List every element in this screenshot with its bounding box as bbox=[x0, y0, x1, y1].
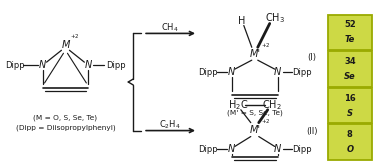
Text: 52: 52 bbox=[344, 20, 356, 29]
Bar bbox=[328, 124, 372, 160]
Text: (II): (II) bbox=[306, 127, 317, 136]
Bar bbox=[328, 88, 372, 123]
Text: $^{+2}$: $^{+2}$ bbox=[261, 43, 270, 52]
Text: CH$_2$: CH$_2$ bbox=[262, 98, 282, 112]
Text: S: S bbox=[347, 109, 353, 118]
Text: CH$_3$: CH$_3$ bbox=[265, 12, 285, 25]
Text: Dipp: Dipp bbox=[292, 145, 311, 154]
Text: (M = O, S, Se, Te): (M = O, S, Se, Te) bbox=[33, 114, 98, 121]
Text: (I): (I) bbox=[307, 53, 316, 62]
Text: (Dipp = Diisopropylphenyl): (Dipp = Diisopropylphenyl) bbox=[15, 124, 115, 131]
Text: N: N bbox=[274, 67, 281, 77]
Text: Se: Se bbox=[344, 72, 356, 81]
Text: H$_2$C: H$_2$C bbox=[228, 98, 248, 112]
Text: 8: 8 bbox=[347, 130, 353, 139]
Text: 34: 34 bbox=[344, 57, 356, 66]
Text: CH$_4$: CH$_4$ bbox=[161, 21, 179, 34]
Bar bbox=[328, 15, 372, 50]
Text: Dipp: Dipp bbox=[107, 61, 126, 70]
Text: $^{+2}$: $^{+2}$ bbox=[261, 118, 270, 127]
Text: M': M' bbox=[249, 49, 260, 59]
Text: O: O bbox=[346, 145, 353, 154]
Text: N: N bbox=[274, 144, 281, 154]
Text: $^{+2}$: $^{+2}$ bbox=[70, 34, 79, 43]
Text: H: H bbox=[238, 16, 245, 26]
Text: N: N bbox=[85, 60, 92, 70]
Text: Dipp: Dipp bbox=[5, 61, 25, 70]
Text: N: N bbox=[228, 67, 235, 77]
Text: C$_2$H$_4$: C$_2$H$_4$ bbox=[159, 118, 181, 131]
Text: Dipp: Dipp bbox=[198, 68, 218, 77]
Text: 16: 16 bbox=[344, 94, 356, 102]
Text: M: M bbox=[61, 40, 70, 50]
Text: M': M' bbox=[249, 125, 260, 135]
Text: Dipp: Dipp bbox=[198, 145, 218, 154]
Text: N: N bbox=[39, 60, 46, 70]
Text: N: N bbox=[228, 144, 235, 154]
Text: (M' = S, Se, Te): (M' = S, Se, Te) bbox=[227, 110, 283, 116]
Text: Te: Te bbox=[345, 35, 355, 44]
Bar bbox=[328, 51, 372, 87]
Text: Dipp: Dipp bbox=[292, 68, 311, 77]
